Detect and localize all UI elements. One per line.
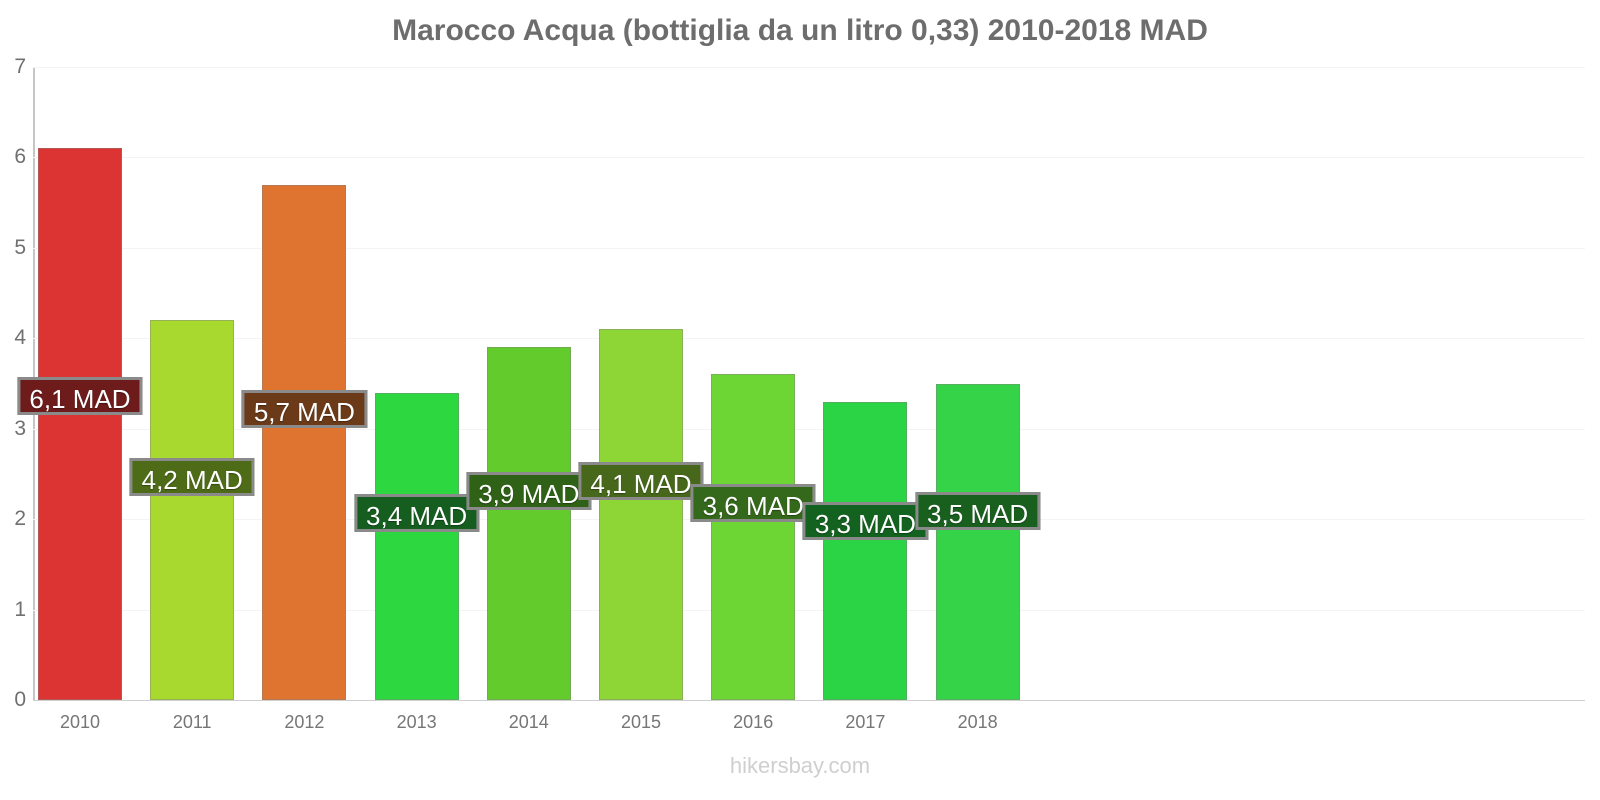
x-tick-label-2015: 2015 bbox=[620, 712, 662, 732]
gridline-5 bbox=[33, 247, 1585, 249]
x-tick-label-2013: 2013 bbox=[396, 712, 437, 732]
gridline-3 bbox=[33, 428, 1585, 430]
bar-2012[interactable] bbox=[262, 184, 347, 700]
x-tick-label-2011: 2011 bbox=[172, 712, 212, 732]
gridline-1 bbox=[33, 609, 1585, 611]
x-tick-label-2012: 2012 bbox=[284, 712, 325, 732]
value-label-2017: 3,3 MAD bbox=[802, 502, 928, 540]
chart-title: Marocco Acqua (bottiglia da un litro 0,3… bbox=[392, 14, 1208, 47]
y-tick-label-6: 6 bbox=[14, 145, 26, 169]
gridline-4 bbox=[33, 338, 1585, 340]
gridline-7 bbox=[33, 67, 1585, 68]
gridline-6 bbox=[33, 157, 1585, 159]
value-label-2016: 3,6 MAD bbox=[690, 484, 816, 522]
bar-2013[interactable] bbox=[374, 392, 459, 700]
chart-source-footer: hikersbay.com bbox=[729, 753, 871, 778]
value-label-2010: 6,1 MAD bbox=[17, 377, 143, 415]
bar-2015[interactable] bbox=[599, 329, 683, 700]
y-tick-label-5: 5 bbox=[14, 235, 26, 259]
y-tick-label-7: 7 bbox=[14, 55, 26, 78]
plot-area: 6,1 MAD 4,2 MAD 5,7 MAD 3,4 MAD 3,9 MAD 4,1 M… bbox=[17, 67, 1585, 701]
value-label-2013: 3,4 MAD bbox=[354, 494, 480, 532]
x-tick-label-2018: 2018 bbox=[957, 712, 998, 732]
bar-2016[interactable] bbox=[711, 374, 796, 700]
y-tick-label-1: 1 bbox=[14, 597, 26, 621]
gridline-0 bbox=[33, 700, 1585, 701]
value-label-2011: 4,2 MAD bbox=[129, 458, 255, 496]
bar-2014[interactable] bbox=[486, 347, 571, 700]
x-tick-label-2017: 2017 bbox=[845, 712, 886, 732]
y-tick-label-3: 3 bbox=[14, 416, 26, 440]
bar-2010[interactable] bbox=[38, 148, 122, 700]
y-tick-label-2: 2 bbox=[14, 507, 26, 531]
y-tick-label-4: 4 bbox=[14, 326, 26, 350]
bar-2011[interactable] bbox=[150, 320, 235, 700]
y-tick-label-0: 0 bbox=[14, 688, 26, 711]
x-tick-label-2016: 2016 bbox=[733, 712, 774, 732]
value-label-2015: 4,1 MAD bbox=[578, 462, 704, 500]
value-label-2012: 5,7 MAD bbox=[241, 390, 367, 428]
x-tick-label-2014: 2014 bbox=[508, 712, 549, 732]
bar-2018[interactable] bbox=[935, 383, 1020, 700]
bar-2017[interactable] bbox=[823, 401, 908, 700]
value-label-2018: 3,5 MAD bbox=[915, 492, 1041, 530]
x-tick-label-2010: 2010 bbox=[59, 712, 101, 732]
value-label-2014: 3,9 MAD bbox=[466, 472, 592, 510]
